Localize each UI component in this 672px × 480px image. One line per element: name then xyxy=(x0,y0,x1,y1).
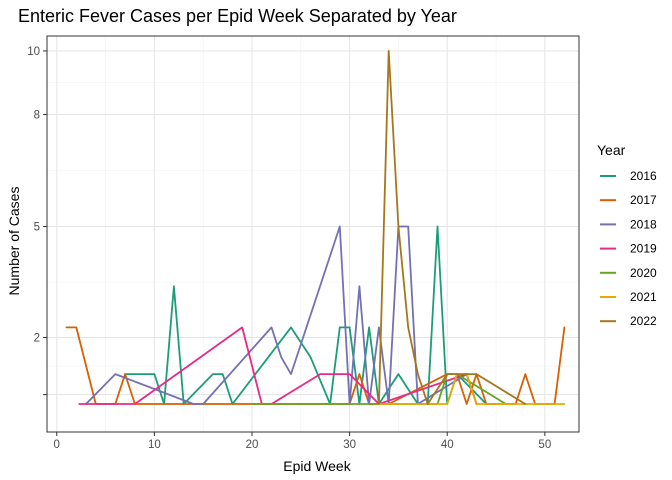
series-lines xyxy=(65,50,566,405)
plot-panel-border xyxy=(46,35,580,433)
y-tick-label: 8 xyxy=(34,109,40,121)
legend-label-2017: 2017 xyxy=(630,193,657,207)
legend-label-2016: 2016 xyxy=(630,169,657,183)
series-line-2017 xyxy=(65,326,566,405)
series-line-2022 xyxy=(377,50,527,405)
legend: Year 2016 2017 2018 2019 2020 2021 2022 xyxy=(597,142,657,328)
y-tick-label: 5 xyxy=(34,222,40,234)
legend-label-2019: 2019 xyxy=(630,242,657,256)
x-axis-title: Epid Week xyxy=(283,458,351,474)
series-line-2021 xyxy=(377,373,566,405)
x-tick-label: 10 xyxy=(148,439,161,451)
legend-label-2022: 2022 xyxy=(630,314,657,328)
x-tick-label: 0 xyxy=(54,439,60,451)
y-tick-label: 10 xyxy=(27,46,40,58)
series-line-2018 xyxy=(85,225,478,405)
x-tick-label: 50 xyxy=(538,439,551,451)
x-tick-label: 20 xyxy=(246,439,259,451)
x-tick-label: 40 xyxy=(441,439,454,451)
legend-label-2020: 2020 xyxy=(630,266,657,280)
legend-label-2021: 2021 xyxy=(630,290,657,304)
gridlines xyxy=(47,36,579,432)
legend-label-2018: 2018 xyxy=(630,217,657,231)
series-line-2020 xyxy=(251,373,507,405)
y-axis-title: Number of Cases xyxy=(6,187,22,296)
chart-title: Enteric Fever Cases per Epid Week Separa… xyxy=(18,6,457,26)
x-tick-label: 30 xyxy=(343,439,356,451)
y-tick-label: 2 xyxy=(34,332,40,344)
legend-title: Year xyxy=(597,142,626,158)
axis-ticks: 0 10 20 30 40 50 2 5 8 10 xyxy=(27,46,551,451)
